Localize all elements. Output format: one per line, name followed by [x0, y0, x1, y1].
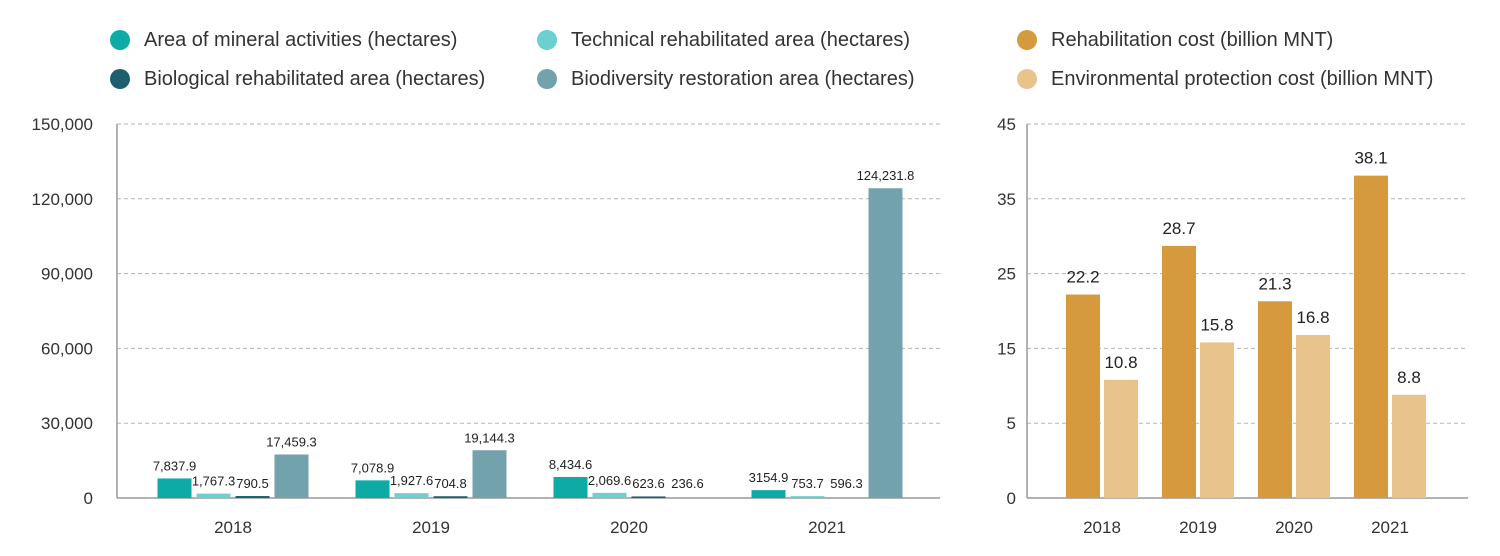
bar-biodiversity-restoration-area: [868, 188, 903, 498]
bar-biodiversity-restoration-area: [472, 450, 507, 498]
legend-label: Rehabilitation cost (billion MNT): [1051, 28, 1334, 51]
data-label: 38.1: [1354, 149, 1387, 168]
data-label: 19,144.3: [464, 430, 515, 445]
x-category-label: 2020: [1275, 518, 1313, 537]
bar-technical-rehabilitated-area: [394, 493, 429, 498]
data-label: 236.6: [671, 476, 704, 491]
y-tick-label: 5: [1007, 414, 1016, 433]
bar-environmental-protection-cost: [1104, 379, 1138, 498]
legend-item-biological-rehabilitated: Biological rehabilitated area (hectares): [110, 66, 485, 92]
x-category-label: 2019: [1179, 518, 1217, 537]
data-label: 623.6: [632, 476, 665, 491]
x-category-label: 2020: [610, 518, 648, 537]
data-label: 704.8: [434, 476, 467, 491]
data-label: 7,078.9: [351, 460, 394, 475]
legend-dot-icon: [1017, 69, 1037, 89]
bar-environmental-protection-cost: [1296, 334, 1330, 498]
data-label: 2,069.6: [588, 473, 631, 488]
data-label: 753.7: [791, 476, 824, 491]
y-tick-label: 35: [997, 190, 1016, 209]
data-label: 124,231.8: [857, 168, 915, 183]
data-label: 3154.9: [749, 470, 789, 485]
y-tick-label: 45: [997, 115, 1016, 134]
data-label: 1,767.3: [192, 474, 235, 489]
legend-item-environmental-protection-cost: Environmental protection cost (billion M…: [1017, 66, 1433, 92]
right-chart-cost-billion-mnt: 0 5 15 25 35 45 2018 22.2 10.8 2019 28.7 15.8 2020 21…: [997, 115, 1468, 537]
x-category-label: 2019: [412, 518, 450, 537]
bar-biological-rehabilitated-area: [631, 496, 666, 498]
bar-area-of-mineral-activities: [157, 478, 192, 498]
y-tick-label: 15: [997, 339, 1016, 358]
bar-rehabilitation-cost: [1354, 175, 1388, 498]
data-label: 1,927.6: [390, 473, 433, 488]
data-label: 596.3: [830, 476, 863, 491]
y-tick-label: 90,000: [41, 265, 93, 284]
data-label: 790.5: [236, 476, 269, 491]
bar-biological-rehabilitated-area: [433, 496, 468, 498]
bar-biological-rehabilitated-area: [235, 496, 270, 498]
data-label: 7,837.9: [153, 458, 196, 473]
x-category-label: 2021: [808, 518, 846, 537]
left-chart-area-hectares: 0 30,000 60,000 90,000 120,000 150,000 2018 7,8…: [32, 115, 940, 537]
legend-left-col1: Area of mineral activities (hectares) Bi…: [110, 27, 485, 92]
bar-area-of-mineral-activities: [553, 476, 588, 498]
bar-technical-rehabilitated-area: [790, 496, 825, 498]
data-label: 22.2: [1066, 268, 1099, 287]
bar-rehabilitation-cost: [1258, 301, 1292, 498]
x-category-label: 2018: [1083, 518, 1121, 537]
bar-biodiversity-restoration-area: [274, 454, 309, 498]
data-label: 10.8: [1104, 353, 1137, 372]
data-label: 17,459.3: [266, 434, 317, 449]
x-category-label: 2018: [214, 518, 252, 537]
bar-environmental-protection-cost: [1392, 394, 1426, 498]
legend-dot-icon: [1017, 30, 1037, 50]
bar-technical-rehabilitated-area: [592, 492, 627, 498]
legend-dot-icon: [110, 30, 130, 50]
legend-dot-icon: [110, 69, 130, 89]
y-tick-label: 120,000: [32, 190, 93, 209]
data-label: 28.7: [1162, 219, 1195, 238]
x-category-label: 2021: [1371, 518, 1409, 537]
y-tick-label: 150,000: [32, 115, 93, 134]
legend-dot-icon: [537, 30, 557, 50]
legend-item-rehabilitation-cost: Rehabilitation cost (billion MNT): [1017, 27, 1433, 53]
y-tick-label: 25: [997, 265, 1016, 284]
legend-item-biodiversity-restoration: Biodiversity restoration area (hectares): [537, 66, 914, 92]
legend-left-col2: Technical rehabilitated area (hectares) …: [537, 27, 914, 92]
legend-label: Area of mineral activities (hectares): [144, 28, 458, 51]
legend-label: Environmental protection cost (billion M…: [1051, 67, 1434, 90]
legend-right: Rehabilitation cost (billion MNT) Enviro…: [1017, 27, 1433, 92]
bar-environmental-protection-cost: [1200, 342, 1234, 498]
bar-technical-rehabilitated-area: [196, 493, 231, 498]
y-tick-label: 0: [1007, 489, 1016, 508]
data-label: 8,434.6: [549, 457, 592, 472]
legend-label: Biological rehabilitated area (hectares): [144, 67, 486, 90]
data-label: 21.3: [1258, 274, 1291, 293]
y-tick-label: 30,000: [41, 414, 93, 433]
bar-area-of-mineral-activities: [355, 480, 390, 498]
bar-area-of-mineral-activities: [751, 490, 786, 498]
legend-item-mineral-activities: Area of mineral activities (hectares): [110, 27, 485, 53]
data-label: 8.8: [1397, 368, 1421, 387]
data-label: 16.8: [1296, 308, 1329, 327]
bar-rehabilitation-cost: [1162, 245, 1196, 498]
legend-label: Technical rehabilitated area (hectares): [571, 28, 911, 51]
data-label: 15.8: [1200, 315, 1233, 334]
legend-item-technical-rehabilitated: Technical rehabilitated area (hectares): [537, 27, 914, 53]
y-tick-label: 0: [84, 489, 93, 508]
y-tick-label: 60,000: [41, 339, 93, 358]
legend-dot-icon: [537, 69, 557, 89]
legend-label: Biodiversity restoration area (hectares): [571, 67, 915, 90]
bar-rehabilitation-cost: [1066, 294, 1100, 498]
